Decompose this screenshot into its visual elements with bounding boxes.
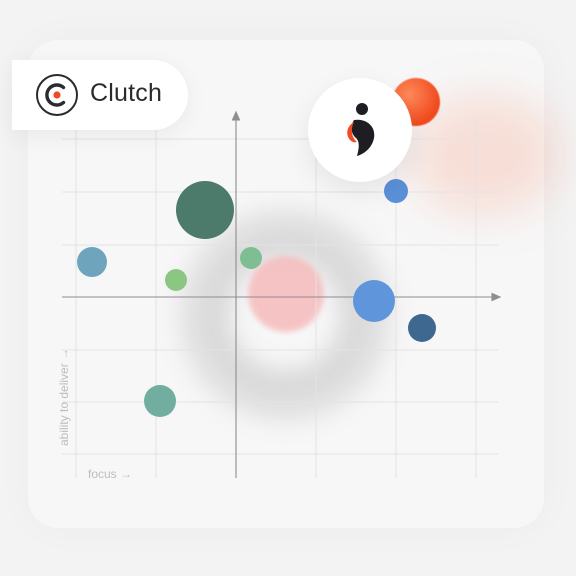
clutch-badge[interactable]: Clutch <box>12 60 188 130</box>
company-bubble[interactable] <box>384 179 408 203</box>
company-bubble[interactable] <box>176 181 234 239</box>
company-bubble[interactable] <box>144 385 176 417</box>
company-bubble[interactable] <box>353 280 395 322</box>
x-axis-label: focus → <box>88 467 133 481</box>
y-axis-arrow-icon <box>231 110 241 121</box>
company-bubble[interactable] <box>240 247 262 269</box>
pink-center-glow <box>248 256 324 332</box>
clutch-logo-icon <box>36 74 78 116</box>
company-logo-bubble[interactable] <box>308 78 412 182</box>
company-bubble[interactable] <box>77 247 107 277</box>
clutch-brand-name: Clutch <box>90 79 163 107</box>
company-bubble[interactable] <box>165 269 187 291</box>
y-axis-label: ability to deliver → <box>57 347 71 446</box>
company-logo-icon <box>347 103 375 156</box>
x-axis-arrow-icon <box>491 292 502 302</box>
company-bubble[interactable] <box>408 314 436 342</box>
